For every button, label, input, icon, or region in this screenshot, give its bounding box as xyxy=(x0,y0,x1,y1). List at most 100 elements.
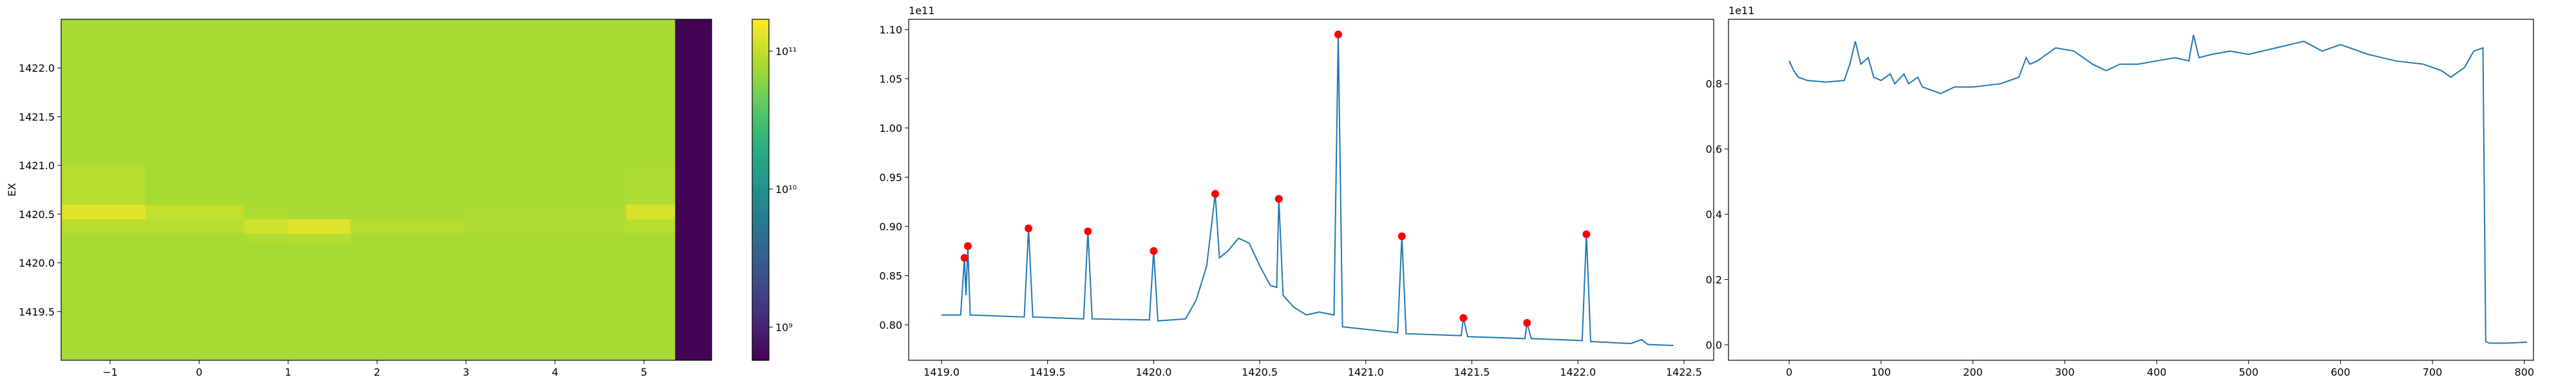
colorbar-segment xyxy=(752,84,769,88)
colorbar-segment xyxy=(752,235,769,239)
colorbar-segment xyxy=(752,289,769,293)
colorbar-segment xyxy=(752,50,769,54)
heatmap-cell xyxy=(61,234,146,244)
peak-marker xyxy=(1582,230,1591,239)
heatmap-cell xyxy=(243,165,289,205)
colorbar-segment xyxy=(752,172,769,176)
y-tick-label: 1422.0 xyxy=(19,62,55,75)
heatmap-cell xyxy=(675,19,712,166)
heatmap-cell xyxy=(61,219,146,234)
peak-marker xyxy=(1459,314,1468,322)
colorbar-segment xyxy=(752,78,769,82)
colorbar-segment xyxy=(752,175,769,179)
heatmap-cell xyxy=(675,234,712,244)
x-tick-label: 3 xyxy=(463,366,469,378)
colorbar-segment xyxy=(752,127,769,131)
colorbar-segment xyxy=(752,56,769,60)
colorbar-segment xyxy=(752,226,769,230)
colorbar-segment xyxy=(752,59,769,62)
heatmap-cell xyxy=(350,219,467,234)
x-tick-label: 300 xyxy=(2055,366,2075,378)
colorbar-segment xyxy=(752,68,769,71)
colorbar-segment xyxy=(752,184,769,188)
colorbar-segment xyxy=(752,209,769,213)
colorbar-segment xyxy=(752,349,769,353)
heatmap-cell xyxy=(466,243,627,361)
colorbar-segment xyxy=(752,345,769,349)
colorbar-segment xyxy=(752,198,769,202)
x-tick-label: 400 xyxy=(2147,366,2167,378)
heatmap-cell xyxy=(626,204,676,219)
heatmap-cell xyxy=(146,19,244,166)
colorbar-segment xyxy=(752,266,769,270)
x-tick-label: 1422.5 xyxy=(1666,366,1702,378)
heatmap-cell xyxy=(288,204,351,219)
x-tick-label: 1421.0 xyxy=(1348,366,1384,378)
colorbar-segment xyxy=(752,161,769,165)
heatmap-cell xyxy=(626,19,676,166)
x-tick-label: 800 xyxy=(2514,366,2534,378)
colorbar-segment xyxy=(752,300,769,304)
colorbar-segment xyxy=(752,261,769,264)
colorbar-segment xyxy=(752,130,769,134)
heatmap-cell xyxy=(288,219,351,234)
colorbar-segment xyxy=(752,116,769,120)
colorbar-segment xyxy=(752,22,769,26)
colorbar-segment xyxy=(752,252,769,256)
x-tick-label: 1420.0 xyxy=(1135,366,1171,378)
colorbar-segment xyxy=(752,150,769,154)
colorbar-segment xyxy=(752,351,769,355)
y-tick-label: 1.05 xyxy=(879,73,902,85)
colorbar-segment xyxy=(752,170,769,174)
colorbar-segment xyxy=(752,181,769,185)
colorbar-segment xyxy=(752,246,769,250)
colorbar-segment xyxy=(752,158,769,162)
x-tick-label: 5 xyxy=(641,366,647,378)
colorbar-tick-label: 10⁹ xyxy=(775,321,793,333)
colorbar-segment xyxy=(752,164,769,168)
heatmap-cell xyxy=(146,243,244,361)
colorbar-segment xyxy=(752,70,769,74)
colorbar-segment xyxy=(752,354,769,358)
colorbar-segment xyxy=(752,167,769,170)
colorbar-segment xyxy=(752,28,769,32)
peak-marker xyxy=(1274,195,1283,203)
heatmap-cell xyxy=(288,19,351,166)
colorbar-segment xyxy=(752,283,769,287)
heatmap-cell xyxy=(288,243,351,361)
colorbar-segment xyxy=(752,221,769,225)
heatmap-cell xyxy=(466,204,627,219)
colorbar-segment xyxy=(752,258,769,262)
colorbar-segment xyxy=(752,144,769,148)
colorbar-segment xyxy=(752,107,769,111)
y-tick-label: 0.85 xyxy=(879,270,902,282)
x-tick-label: 500 xyxy=(2239,366,2259,378)
colorbar-segment xyxy=(752,64,769,68)
x-tick-label: −1 xyxy=(102,366,118,378)
axes-frame xyxy=(908,19,1714,361)
colorbar-segment xyxy=(752,275,769,279)
heatmap-cell xyxy=(243,243,289,361)
heatmap-cell xyxy=(61,243,146,361)
colorbar-segment xyxy=(752,229,769,233)
colorbar-segment xyxy=(752,263,769,267)
axes-frame xyxy=(1728,19,2534,361)
colorbar-segment xyxy=(752,335,769,338)
colorbar-segment xyxy=(752,24,769,28)
y-tick-label: 0.4 xyxy=(1706,208,1722,221)
colorbar-segment xyxy=(752,76,769,80)
colorbar-segment xyxy=(752,337,769,341)
heatmap-cell xyxy=(243,204,289,219)
peak-marker xyxy=(1523,318,1531,327)
x-tick-label: 1419.0 xyxy=(923,366,960,378)
colorbar-segment xyxy=(752,280,769,284)
colorbar-segment xyxy=(752,241,769,244)
peak-marker xyxy=(1211,190,1219,198)
colorbar-segment xyxy=(752,102,769,106)
peak-marker xyxy=(1084,227,1092,235)
heatmap-cell xyxy=(146,165,244,205)
colorbar-segment xyxy=(752,331,769,335)
heatmap-cell xyxy=(243,234,289,244)
colorbar-segment xyxy=(752,292,769,296)
colorbar-segment xyxy=(752,311,769,315)
